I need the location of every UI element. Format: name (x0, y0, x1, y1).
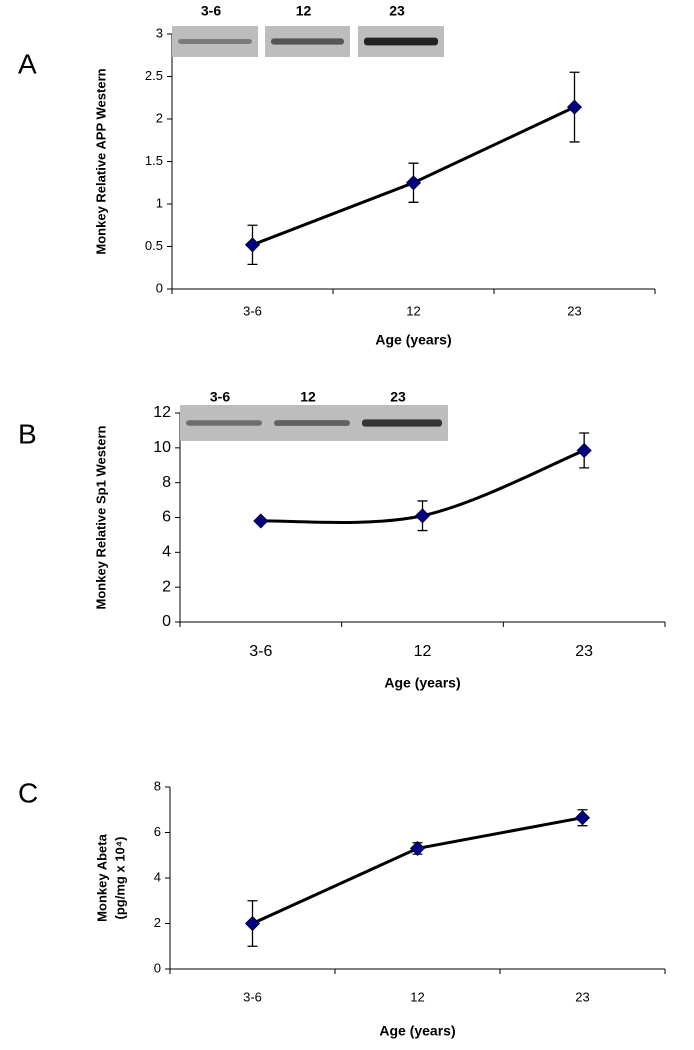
y-tick-label: 6 (154, 824, 161, 839)
y-axis-label: (pg/mg x 10⁴) (112, 837, 127, 920)
y-tick-label: 8 (154, 778, 161, 793)
x-tick-label: 3-6 (243, 303, 262, 318)
panel-label: B (18, 418, 37, 449)
blot-label: 23 (390, 389, 406, 405)
x-axis-label: Age (years) (384, 675, 460, 691)
data-point (244, 237, 261, 253)
y-tick-label: 8 (162, 474, 171, 491)
panel-label: C (18, 777, 38, 808)
y-tick-label: 2 (162, 578, 171, 595)
y-tick-label: 6 (162, 509, 171, 526)
x-tick-label: 12 (414, 643, 432, 660)
blot-band (186, 420, 262, 426)
y-tick-label: 3 (156, 25, 163, 40)
y-tick-label: 0 (156, 280, 163, 295)
y-tick-label: 0 (162, 613, 171, 630)
x-tick-label: 3-6 (249, 643, 272, 660)
data-line (251, 816, 583, 925)
blot-band (362, 419, 442, 427)
y-tick-label: 10 (153, 439, 171, 456)
x-axis-label: Age (years) (375, 332, 451, 348)
y-axis-label: Monkey Abeta (94, 833, 109, 921)
x-axis-label: Age (years) (379, 1023, 455, 1039)
y-axis-label: Monkey Relative Sp1 Western (93, 425, 108, 609)
x-tick-label: 12 (406, 303, 420, 318)
data-point (574, 810, 591, 826)
blot-label: 3-6 (201, 3, 221, 19)
x-tick-label: 3-6 (243, 989, 262, 1004)
y-tick-label: 4 (162, 544, 171, 561)
x-tick-label: 12 (410, 989, 424, 1004)
data-point (414, 508, 431, 524)
y-tick-label: 2 (154, 915, 161, 930)
blot-label: 12 (296, 3, 312, 19)
x-tick-label: 23 (575, 989, 589, 1004)
data-point (566, 99, 583, 115)
y-tick-label: 1.5 (145, 153, 163, 168)
blot-label: 23 (389, 3, 405, 19)
blot-band (271, 38, 344, 45)
y-tick-label: 4 (154, 869, 161, 884)
y-tick-label: 0 (154, 960, 161, 975)
panel-label: A (18, 48, 37, 79)
blot-band (178, 39, 252, 44)
y-tick-label: 2.5 (145, 68, 163, 83)
data-point (253, 513, 269, 529)
blot-label: 12 (300, 389, 316, 405)
blot-band (274, 420, 350, 426)
y-tick-label: 12 (153, 404, 171, 421)
data-point (409, 840, 426, 856)
data-point (576, 442, 592, 459)
y-axis-label: Monkey Relative APP Western (93, 68, 108, 254)
data-point (405, 175, 422, 191)
data-point (244, 915, 261, 932)
x-tick-label: 23 (567, 303, 581, 318)
x-tick-label: 23 (575, 643, 593, 660)
y-tick-label: 0.5 (145, 238, 163, 253)
blot-label: 3-6 (210, 389, 230, 405)
blot-band (364, 37, 438, 46)
y-tick-label: 1 (156, 195, 163, 210)
y-tick-label: 2 (156, 110, 163, 125)
